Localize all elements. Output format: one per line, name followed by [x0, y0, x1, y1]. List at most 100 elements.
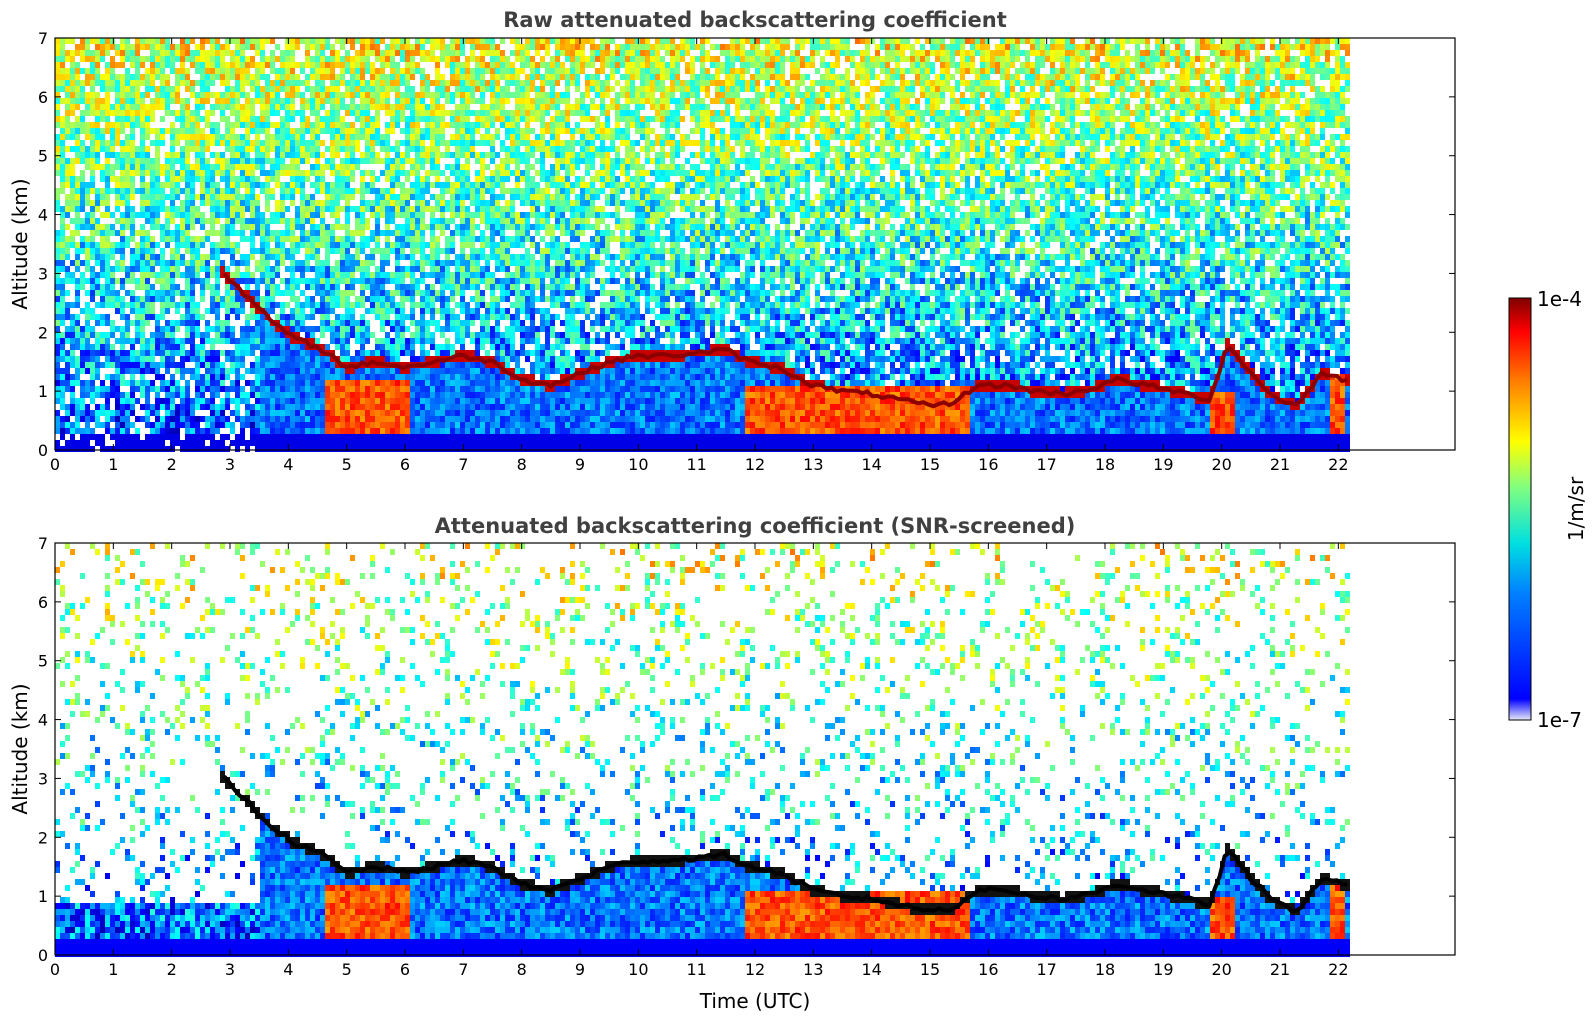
heatmap-cell	[335, 194, 340, 200]
heatmap-cell	[55, 116, 60, 122]
heatmap-cell	[70, 350, 75, 356]
heatmap-cell	[160, 314, 165, 320]
heatmap-cell	[170, 236, 175, 242]
heatmap-cell	[315, 98, 320, 104]
heatmap-cell	[425, 128, 430, 134]
heatmap-cell	[200, 50, 205, 56]
heatmap-cell	[375, 134, 380, 140]
heatmap-cell	[260, 182, 265, 188]
heatmap-cell	[200, 392, 205, 398]
heatmap-cell	[110, 290, 115, 296]
heatmap-cell	[335, 380, 340, 386]
heatmap-cell	[115, 338, 120, 344]
heatmap-cell	[445, 278, 450, 284]
heatmap-cell	[385, 152, 390, 158]
heatmap-cell	[240, 422, 245, 428]
heatmap-cell	[170, 380, 175, 386]
heatmap-cell	[410, 422, 415, 428]
heatmap-cell	[240, 62, 245, 68]
heatmap-cell	[65, 308, 70, 314]
heatmap-cell	[325, 224, 330, 230]
heatmap-cell	[425, 350, 430, 356]
heatmap-cell	[115, 98, 120, 104]
heatmap-cell	[415, 386, 420, 392]
heatmap-cell	[125, 152, 130, 158]
heatmap-cell	[260, 398, 265, 404]
heatmap-cell	[270, 428, 275, 434]
heatmap-cell	[190, 62, 195, 68]
heatmap-cell	[470, 134, 475, 140]
heatmap-cell	[65, 38, 70, 44]
heatmap-cell	[165, 266, 170, 272]
heatmap-cell	[430, 140, 435, 146]
heatmap-cell	[415, 392, 420, 398]
heatmap-cell	[410, 434, 415, 440]
heatmap-cell	[360, 128, 365, 134]
heatmap-cell	[460, 350, 465, 356]
heatmap-cell	[360, 422, 365, 428]
heatmap-cell	[445, 98, 450, 104]
heatmap-cell	[305, 434, 310, 440]
heatmap-cell	[120, 80, 125, 86]
heatmap-cell	[190, 128, 195, 134]
heatmap-cell	[250, 62, 255, 68]
heatmap-cell	[265, 386, 270, 392]
heatmap-cell	[320, 164, 325, 170]
heatmap-cell	[185, 326, 190, 332]
heatmap-cell	[140, 128, 145, 134]
heatmap-cell	[105, 350, 110, 356]
heatmap-cell	[160, 278, 165, 284]
heatmap-cell	[315, 356, 320, 362]
heatmap-cell	[325, 242, 330, 248]
heatmap-cell	[55, 140, 60, 146]
heatmap-cell	[385, 338, 390, 344]
heatmap-cell	[345, 254, 350, 260]
heatmap-cell	[75, 248, 80, 254]
heatmap-cell	[245, 254, 250, 260]
heatmap-cell	[95, 206, 100, 212]
heatmap-cell	[180, 254, 185, 260]
heatmap-cell	[180, 152, 185, 158]
heatmap-cell	[225, 98, 230, 104]
heatmap-cell	[470, 266, 475, 272]
heatmap-cell	[285, 338, 290, 344]
heatmap-cell	[210, 56, 215, 62]
heatmap-cell	[460, 38, 465, 44]
heatmap-cell	[265, 122, 270, 128]
heatmap-cell	[325, 326, 330, 332]
heatmap-cell	[105, 290, 110, 296]
heatmap-cell	[270, 272, 275, 278]
heatmap-cell	[390, 110, 395, 116]
heatmap-cell	[105, 314, 110, 320]
heatmap-cell	[330, 374, 335, 380]
heatmap-cell	[475, 86, 480, 92]
heatmap-cell	[240, 416, 245, 422]
heatmap-cell	[145, 260, 150, 266]
heatmap-cell	[85, 356, 90, 362]
heatmap-cell	[355, 338, 360, 344]
heatmap-cell	[200, 338, 205, 344]
heatmap-cell	[365, 416, 370, 422]
heatmap-cell	[125, 362, 130, 368]
heatmap-cell	[270, 68, 275, 74]
heatmap-cell	[135, 326, 140, 332]
heatmap-cell	[70, 164, 75, 170]
heatmap-cell	[265, 206, 270, 212]
heatmap-cell	[295, 74, 300, 80]
heatmap-cell	[205, 188, 210, 194]
heatmap-cell	[395, 428, 400, 434]
heatmap-cell	[150, 98, 155, 104]
heatmap-cell	[365, 242, 370, 248]
heatmap-cell	[385, 278, 390, 284]
heatmap-cell	[455, 440, 460, 446]
heatmap-cell	[270, 110, 275, 116]
heatmap-cell	[320, 104, 325, 110]
heatmap-cell	[195, 80, 200, 86]
heatmap-cell	[110, 212, 115, 218]
heatmap-cell	[445, 44, 450, 50]
heatmap-cell	[145, 254, 150, 260]
heatmap-cell	[210, 200, 215, 206]
heatmap-cell	[460, 68, 465, 74]
heatmap-cell	[55, 428, 60, 434]
heatmap-cell	[335, 62, 340, 68]
